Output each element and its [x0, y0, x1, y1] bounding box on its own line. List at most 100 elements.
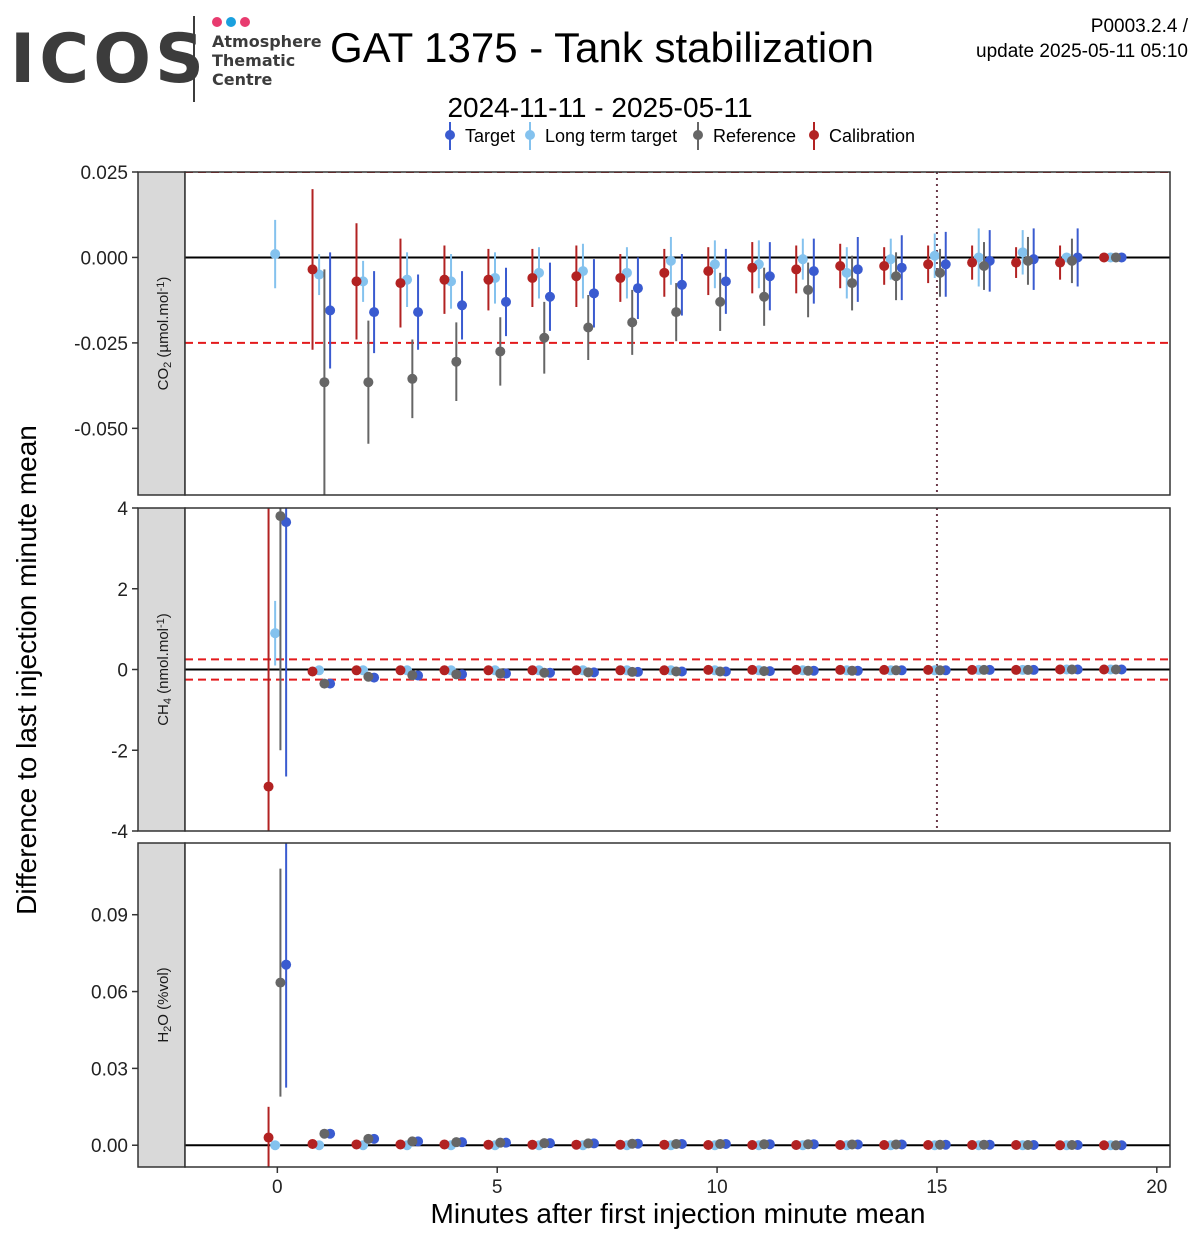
data-point — [935, 267, 946, 278]
data-point — [1066, 255, 1077, 266]
legend: Target Long term target Reference Calibrati… — [445, 122, 915, 150]
data-point — [835, 1139, 846, 1150]
data-point — [885, 254, 896, 265]
data-point — [495, 346, 506, 357]
data-point — [659, 665, 670, 676]
data-point — [319, 377, 330, 388]
x-axis-title: Minutes after first injection minute mea… — [431, 1198, 926, 1229]
data-point — [439, 1139, 450, 1150]
y-tick-label: 0.09 — [91, 906, 128, 927]
series-calibration — [263, 1106, 1110, 1167]
data-point — [319, 1128, 330, 1139]
data-point — [1022, 664, 1033, 675]
data-point — [1055, 664, 1066, 675]
data-point — [967, 1139, 978, 1150]
data-point — [395, 665, 406, 676]
data-point — [451, 669, 462, 680]
legend-label: Long term target — [545, 126, 677, 146]
data-point — [451, 1137, 462, 1148]
data-point — [935, 1139, 946, 1150]
data-point — [879, 664, 890, 675]
data-point — [1099, 664, 1110, 675]
data-point — [495, 668, 506, 679]
data-point — [483, 665, 494, 676]
panel-strip-label: CH4 (nmol.mol-1) — [155, 613, 175, 726]
y-tick-label: 4 — [117, 499, 128, 520]
data-point — [1022, 255, 1033, 266]
data-point — [847, 665, 858, 676]
data-point — [1055, 1140, 1066, 1151]
update-label: update 2025-05-11 05:10 — [976, 41, 1188, 62]
data-point — [395, 278, 406, 289]
panel-plot-area — [185, 508, 1170, 831]
data-point — [583, 322, 594, 333]
data-point — [940, 259, 951, 270]
x-axis: 0 5 10 15 20 Minutes after first injection mi… — [272, 1167, 1167, 1229]
data-point — [527, 1139, 538, 1150]
data-point — [978, 260, 989, 271]
data-point — [1066, 1139, 1077, 1150]
data-point — [627, 1138, 638, 1149]
x-tick-label: 5 — [492, 1177, 503, 1198]
data-point — [759, 666, 770, 677]
date-range-subtitle: 2024-11-11 - 2025-05-11 — [447, 92, 753, 123]
data-point — [676, 279, 687, 290]
x-tick-label: 10 — [707, 1177, 728, 1198]
y-tick-label: -0.050 — [74, 419, 128, 440]
data-point — [891, 1139, 902, 1150]
logo-subtitle-line-3: Centre — [212, 70, 273, 89]
data-point — [808, 266, 819, 277]
y-tick-label: 0 — [117, 661, 128, 682]
data-point — [791, 664, 802, 675]
legend-key-point — [445, 130, 455, 140]
data-point — [627, 317, 638, 328]
data-point — [803, 284, 814, 295]
panel-ch4: CH4 (nmol.mol-1) 4 2 0 -2 -4 — [111, 499, 1171, 843]
data-point — [307, 264, 318, 275]
panel-strip — [137, 842, 186, 1168]
data-point — [632, 283, 643, 294]
panel-strip-label: CO2 (µmol.mol-1) — [155, 277, 175, 391]
series-calibration — [263, 508, 1110, 831]
data-point — [759, 1139, 770, 1150]
data-point — [363, 671, 374, 682]
y-tick-label: 0.06 — [91, 983, 128, 1004]
data-point — [923, 1139, 934, 1150]
data-point — [571, 271, 582, 282]
logo-subtitle-line-2: Thematic — [212, 51, 296, 70]
data-point — [325, 305, 336, 316]
data-point — [615, 1139, 626, 1150]
data-point — [747, 1139, 758, 1150]
data-point — [759, 291, 770, 302]
data-point — [351, 1139, 362, 1150]
data-point — [281, 959, 292, 970]
panel-background — [185, 843, 1170, 1167]
data-point — [896, 262, 907, 273]
x-tick-label: 0 — [272, 1177, 283, 1198]
legend-label: Reference — [713, 126, 796, 146]
data-point — [395, 1139, 406, 1150]
y-tick-label: -0.025 — [74, 334, 128, 355]
data-point — [1011, 1139, 1022, 1150]
legend-item-reference: Reference — [693, 122, 796, 150]
legend-item-long-term-target: Long term target — [525, 122, 677, 150]
series-target — [325, 228, 1127, 369]
data-point — [852, 264, 863, 275]
data-point — [764, 271, 775, 282]
data-point — [615, 272, 626, 283]
data-point — [703, 266, 714, 277]
legend-key-point — [693, 130, 703, 140]
series-reference — [319, 236, 1121, 495]
chart-title: GAT 1375 - Tank stabilization — [330, 24, 874, 71]
data-point — [627, 666, 638, 677]
logo-subtitle: Atmosphere Thematic Centre — [212, 32, 322, 89]
panel-background — [185, 172, 1170, 495]
data-point — [588, 288, 599, 299]
data-point — [495, 1137, 506, 1148]
panel-border — [184, 507, 1171, 832]
data-point — [583, 1138, 594, 1149]
legend-item-target: Target — [445, 122, 515, 150]
data-point — [571, 1139, 582, 1150]
logo-dot-1 — [212, 17, 222, 27]
data-point — [709, 259, 720, 270]
